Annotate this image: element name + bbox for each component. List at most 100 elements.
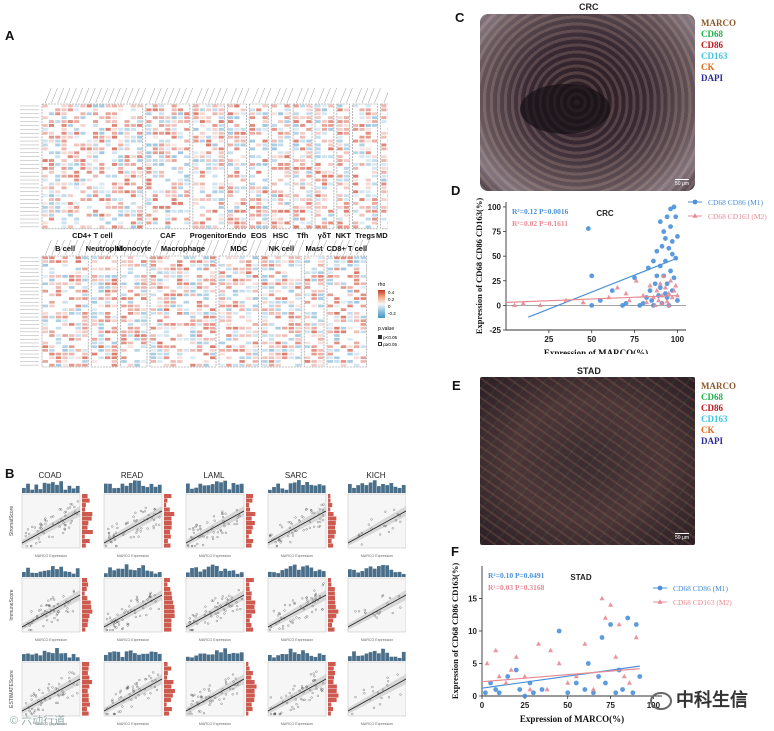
hist-side-bar — [82, 698, 89, 703]
hist-top-bar — [397, 657, 402, 661]
heat-bot-cell — [252, 256, 258, 260]
heat-top-cell — [165, 209, 171, 213]
hist-side-bar — [246, 494, 253, 499]
data-point — [274, 541, 277, 544]
data-point — [214, 612, 217, 615]
heat-bot-cell — [75, 356, 81, 360]
heat-top-cell — [256, 225, 262, 229]
heat-bot-cell — [210, 256, 216, 260]
heat-bot-cell — [183, 275, 189, 278]
heat-top-cell — [146, 159, 152, 162]
heat-bot-cell — [105, 286, 111, 289]
heat-top-cell — [256, 112, 262, 116]
hist-side-bar — [246, 662, 249, 667]
heat-top-col-label — [383, 91, 388, 104]
hist-top-bar — [372, 480, 377, 493]
m1-point — [531, 690, 536, 696]
hist-top-bar — [59, 653, 64, 661]
cancer-label: LAML — [204, 471, 225, 480]
data-point — [220, 691, 223, 694]
heat-bot-cell — [246, 312, 252, 315]
hist-top-bar — [133, 480, 137, 493]
heat-top-cell — [359, 163, 365, 166]
heat-top-cell — [118, 190, 124, 194]
data-point — [305, 596, 308, 599]
heat-top-cell — [99, 163, 105, 166]
heat-top-cell — [80, 112, 86, 116]
heat-bot-cell — [157, 356, 163, 360]
data-point — [33, 711, 36, 714]
heat-top-cell — [86, 155, 92, 159]
heat-top-cell — [111, 174, 117, 178]
data-point — [224, 693, 228, 696]
heat-top-cell — [118, 225, 124, 229]
heat-bot-cell — [157, 334, 163, 337]
heat-top-col-label — [355, 87, 362, 104]
heat-bot-cell — [157, 300, 163, 304]
heat-bot-cell — [226, 282, 232, 286]
data-point — [111, 525, 114, 528]
hist-top-bar — [34, 572, 39, 577]
hist-side-bar — [164, 662, 168, 667]
hist-side-bar — [246, 543, 252, 548]
heat-top-cell — [359, 221, 365, 225]
data-point — [43, 612, 46, 615]
heat-top-cell — [111, 205, 117, 209]
data-point — [278, 612, 282, 616]
hist-top-bar — [276, 655, 281, 661]
y-tick-label: -25 — [489, 326, 501, 335]
heat-top-cell — [359, 108, 365, 112]
data-point — [109, 628, 112, 632]
heat-bot-cell — [183, 278, 189, 282]
data-point — [283, 609, 286, 612]
fit-line — [103, 510, 163, 544]
hist-top-bar — [368, 566, 373, 577]
data-point — [387, 530, 391, 533]
heat-bot-cell — [295, 323, 301, 326]
heat-top-cell — [359, 205, 365, 209]
heat-top-cell — [74, 155, 80, 159]
heat-bot-cell — [42, 323, 48, 326]
heat-top-cell — [99, 217, 105, 221]
heat-top-cell — [99, 198, 105, 201]
heat-bot-cell — [304, 300, 311, 304]
data-point — [196, 529, 199, 532]
heat-bot-cell — [75, 308, 81, 311]
heat-top-cell — [381, 159, 387, 162]
data-point — [322, 509, 325, 512]
heat-bot-cell — [91, 278, 98, 282]
heat-top-cell — [111, 159, 117, 162]
data-point — [308, 520, 312, 523]
heat-top-cell — [381, 116, 387, 120]
heat-top-cell — [67, 194, 73, 198]
heat-bot-cell — [304, 315, 311, 319]
heat-bot-cell — [354, 275, 360, 278]
hist-top-bar — [42, 570, 47, 577]
heat-top-cell — [284, 135, 290, 139]
heat-top-col-label — [107, 87, 115, 104]
heat-bot-cell — [246, 356, 252, 360]
heat-bot-cell — [295, 260, 301, 263]
heat-bot-cell — [82, 297, 88, 300]
data-point — [235, 601, 238, 604]
heat-top-cell — [328, 127, 334, 131]
hist-side-bar — [164, 707, 172, 712]
data-point — [298, 519, 301, 522]
heat-top-cell — [365, 186, 371, 190]
heat-top-cell — [152, 221, 158, 225]
y-tick-label: 50 — [492, 252, 501, 261]
m1-point — [573, 680, 579, 686]
heat-top-cell — [67, 225, 73, 229]
hist-side-bar — [82, 675, 90, 680]
heat-top-cell — [372, 166, 378, 170]
heat-top-cell — [315, 178, 321, 182]
heat-bot-cell — [246, 289, 252, 293]
heat-bot-cell — [82, 326, 88, 330]
heat-top-cell — [206, 194, 212, 198]
heat-top-cell — [343, 159, 349, 162]
x-axis-label: MARCO Expression — [117, 722, 149, 726]
heat-top-cell — [315, 205, 321, 209]
heat-bot-cell — [360, 293, 366, 297]
heat-bot-cell — [75, 297, 81, 300]
heat-bot-cell — [134, 360, 140, 363]
